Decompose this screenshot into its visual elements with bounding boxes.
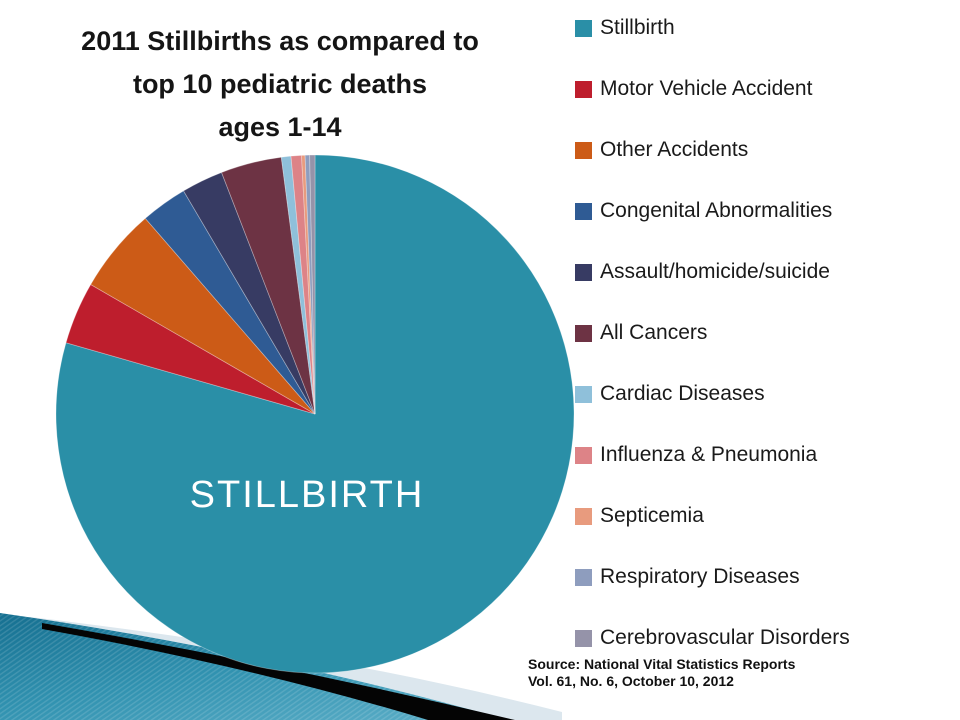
legend-label: All Cancers	[600, 321, 708, 344]
corner-decoration	[0, 613, 562, 720]
chart-title-line-2: top 10 pediatric deaths	[132, 69, 428, 99]
pie-slice-influenza-pneumonia	[290, 154, 316, 415]
pie-slice-motor-vehicle-accident	[65, 283, 316, 415]
legend-swatch	[575, 202, 592, 220]
source-line-1: Source: National Vital Statistics Report…	[528, 656, 796, 672]
legend-item: Assault/homicide/suicide	[575, 260, 945, 284]
pie-center-label: STILLBIRTH	[189, 474, 425, 516]
legend-item: Cardiac Diseases	[575, 382, 945, 406]
pie-slice-cardiac-diseases	[280, 155, 316, 415]
legend-swatch	[575, 324, 592, 342]
legend-item: Respiratory Diseases	[575, 565, 945, 589]
legend-swatch	[575, 141, 592, 159]
pie-slice-septicemia	[301, 154, 316, 415]
legend-swatch	[575, 629, 592, 647]
pie-slice-stillbirth	[55, 154, 575, 674]
legend-item: Stillbirth	[575, 16, 945, 40]
pie-slice-congenital-abnormalities	[144, 190, 316, 415]
chart-title-line-3: ages 1-14	[218, 112, 342, 142]
legend-label: Respiratory Diseases	[600, 565, 800, 588]
pie-slice-other-accidents	[90, 217, 316, 415]
legend-item: Influenza & Pneumonia	[575, 443, 945, 467]
pie-slice-cerebrovascular-disorders	[309, 154, 316, 415]
legend-label: Stillbirth	[600, 16, 675, 39]
pie-slice-respiratory-diseases	[304, 154, 316, 415]
pie	[55, 154, 575, 674]
pie-slice-assault-homicide-suicide	[182, 171, 316, 415]
legend-item: All Cancers	[575, 321, 945, 345]
legend-label: Motor Vehicle Accident	[600, 77, 813, 100]
legend-swatch	[575, 19, 592, 37]
legend-item: Motor Vehicle Accident	[575, 77, 945, 101]
legend-swatch	[575, 507, 592, 525]
legend-label: Cerebrovascular Disorders	[600, 626, 850, 649]
legend-swatch	[575, 263, 592, 281]
source-line-2: Vol. 61, No. 6, October 10, 2012	[528, 673, 734, 689]
legend-item: Congenital Abnormalities	[575, 199, 945, 223]
legend-item: Septicemia	[575, 504, 945, 528]
legend-label: Other Accidents	[600, 138, 749, 161]
corner-decoration-black-band	[42, 623, 515, 720]
legend-swatch	[575, 568, 592, 586]
legend: Stillbirth Motor Vehicle Accident Other Ac…	[575, 16, 945, 650]
legend-label: Septicemia	[600, 504, 704, 527]
legend-item: Other Accidents	[575, 138, 945, 162]
pie-slice-all-cancers	[221, 156, 316, 415]
legend-label: Congenital Abnormalities	[600, 199, 833, 222]
legend-swatch	[575, 385, 592, 403]
legend-label: Cardiac Diseases	[600, 382, 765, 405]
legend-swatch	[575, 446, 592, 464]
legend-item: Cerebrovascular Disorders	[575, 626, 945, 650]
chart-title: 2011 Stillbirths as compared to top 10 p…	[40, 20, 520, 149]
legend-label: Influenza & Pneumonia	[600, 443, 818, 466]
legend-label: Assault/homicide/suicide	[600, 260, 830, 283]
source-citation: Source: National Vital Statistics Report…	[528, 656, 858, 690]
legend-swatch	[575, 80, 592, 98]
chart-title-line-1: 2011 Stillbirths as compared to	[81, 26, 479, 56]
